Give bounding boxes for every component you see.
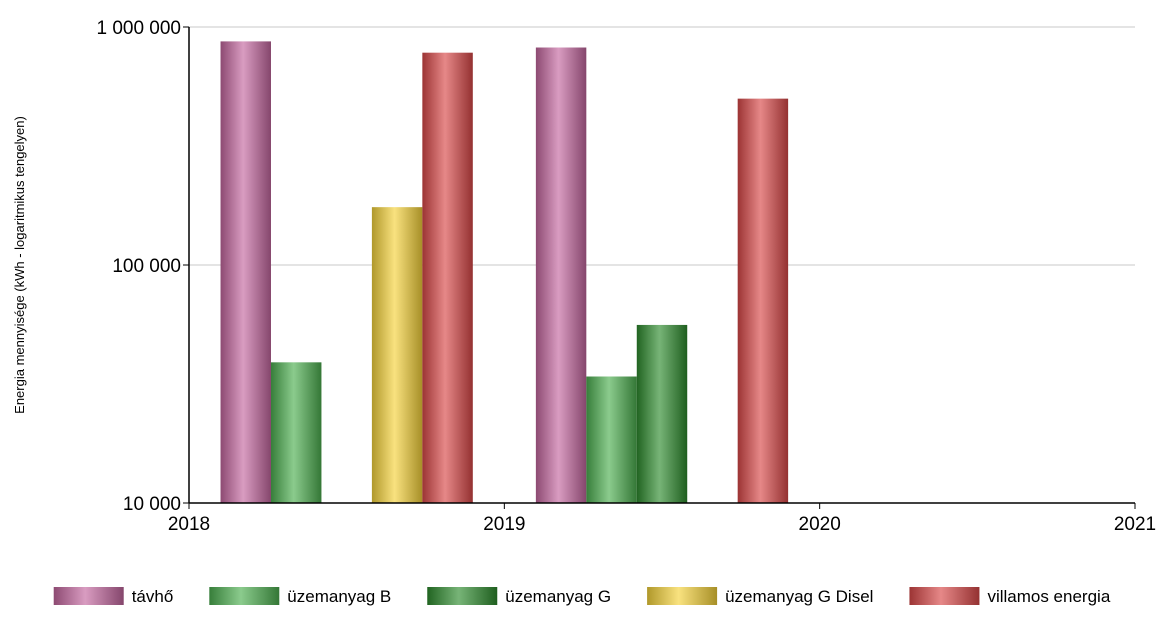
- legend-label-uzemanyag-g: üzemanyag G: [505, 587, 611, 606]
- y-tick-labels: 10 000 100 000 1 000 000: [96, 18, 181, 515]
- bars: [220, 41, 789, 504]
- legend-swatch-tavho: [53, 587, 124, 605]
- y-axis-title: Energia mennyisége (kWh - logaritmikus t…: [12, 116, 27, 414]
- bar-villamos-energia-2020: [737, 98, 789, 503]
- x-tick-label: 2018: [168, 514, 210, 535]
- legend-label-tavho: távhő: [132, 587, 174, 606]
- bar-uzemanyag-b-2020: [586, 376, 637, 503]
- legend-swatch-villamos-energia: [909, 587, 980, 605]
- legend-label-uzemanyag-g-disel: üzemanyag G Disel: [725, 587, 873, 606]
- bar-uzemanyag-b-2019: [270, 362, 322, 503]
- y-tick-label: 10 000: [123, 494, 181, 515]
- legend-swatch-uzemanyag-b: [209, 587, 280, 605]
- y-tick-label: 100 000: [112, 256, 181, 277]
- bar-uzemanyag-g-2020: [636, 324, 688, 503]
- legend-swatch-uzemanyag-g: [427, 587, 498, 605]
- legend-swatch-uzemanyag-g-disel: [647, 587, 718, 605]
- x-tick-label: 2021: [1114, 514, 1156, 535]
- x-tick-labels: 2018 2019 2020 2021: [168, 514, 1156, 535]
- legend: távhő üzemanyag B üzemanyag G üzemanyag G D…: [53, 587, 1111, 606]
- gridlines: [183, 26, 1135, 504]
- axes: [188, 27, 1136, 509]
- bar-tavho-2020: [535, 47, 587, 504]
- legend-label-uzemanyag-b: üzemanyag B: [287, 587, 391, 606]
- x-tick-label: 2020: [799, 514, 841, 535]
- bar-villamos-energia-2019: [422, 52, 473, 503]
- bar-uzemanyag-g-disel-2019: [371, 207, 423, 503]
- bar-tavho-2019: [220, 41, 271, 504]
- legend-label-villamos-energia: villamos energia: [987, 587, 1110, 606]
- x-tick-label: 2019: [483, 514, 525, 535]
- y-tick-label: 1 000 000: [96, 18, 181, 39]
